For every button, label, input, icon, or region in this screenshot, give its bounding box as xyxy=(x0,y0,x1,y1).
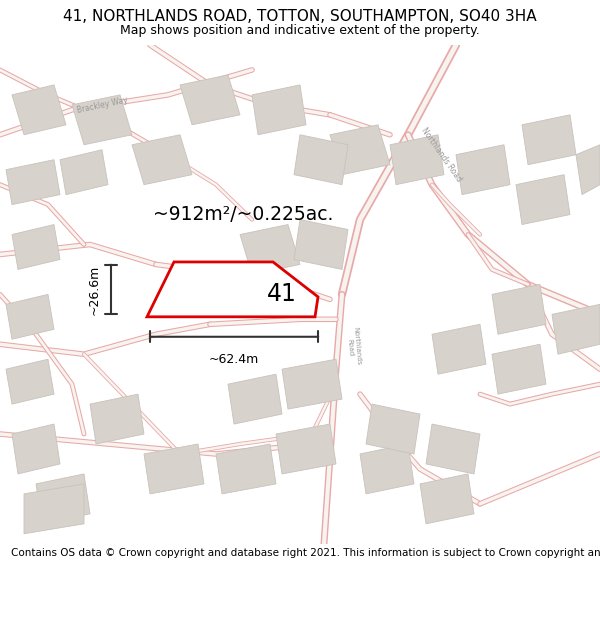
Polygon shape xyxy=(366,404,420,454)
Text: ~62.4m: ~62.4m xyxy=(209,352,259,366)
Polygon shape xyxy=(12,424,60,474)
Polygon shape xyxy=(426,424,480,474)
Polygon shape xyxy=(252,85,306,135)
Polygon shape xyxy=(6,160,60,204)
Polygon shape xyxy=(294,219,348,269)
Text: Contains OS data © Crown copyright and database right 2021. This information is : Contains OS data © Crown copyright and d… xyxy=(11,548,600,558)
Polygon shape xyxy=(552,304,600,354)
Polygon shape xyxy=(522,115,576,165)
Text: Map shows position and indicative extent of the property.: Map shows position and indicative extent… xyxy=(120,24,480,37)
Polygon shape xyxy=(144,444,204,494)
Polygon shape xyxy=(492,344,546,394)
Polygon shape xyxy=(240,224,300,274)
Polygon shape xyxy=(456,145,510,194)
Polygon shape xyxy=(12,85,66,135)
Polygon shape xyxy=(420,474,474,524)
Text: ~912m²/~0.225ac.: ~912m²/~0.225ac. xyxy=(153,205,334,224)
Polygon shape xyxy=(24,484,84,534)
Polygon shape xyxy=(147,262,318,317)
Polygon shape xyxy=(576,145,600,194)
Text: 41: 41 xyxy=(267,282,297,306)
Polygon shape xyxy=(516,174,570,224)
Polygon shape xyxy=(276,424,336,474)
Polygon shape xyxy=(432,324,486,374)
Polygon shape xyxy=(360,444,414,494)
Polygon shape xyxy=(90,394,144,444)
Polygon shape xyxy=(216,444,276,494)
Polygon shape xyxy=(330,125,390,174)
Polygon shape xyxy=(132,135,192,184)
Polygon shape xyxy=(228,374,282,424)
Text: Northlands Road: Northlands Road xyxy=(419,126,463,184)
Text: Northlands
Road: Northlands Road xyxy=(346,327,362,366)
Polygon shape xyxy=(36,474,90,524)
Polygon shape xyxy=(60,150,108,194)
Text: ~26.6m: ~26.6m xyxy=(88,264,101,314)
Polygon shape xyxy=(492,284,546,334)
Polygon shape xyxy=(12,224,60,269)
Polygon shape xyxy=(6,359,54,404)
Polygon shape xyxy=(72,95,132,145)
Polygon shape xyxy=(390,135,444,184)
Polygon shape xyxy=(180,75,240,125)
Polygon shape xyxy=(282,359,342,409)
Polygon shape xyxy=(6,294,54,339)
Text: 41, NORTHLANDS ROAD, TOTTON, SOUTHAMPTON, SO40 3HA: 41, NORTHLANDS ROAD, TOTTON, SOUTHAMPTON… xyxy=(63,9,537,24)
Polygon shape xyxy=(294,135,348,184)
Text: Brackley Way: Brackley Way xyxy=(76,95,128,114)
